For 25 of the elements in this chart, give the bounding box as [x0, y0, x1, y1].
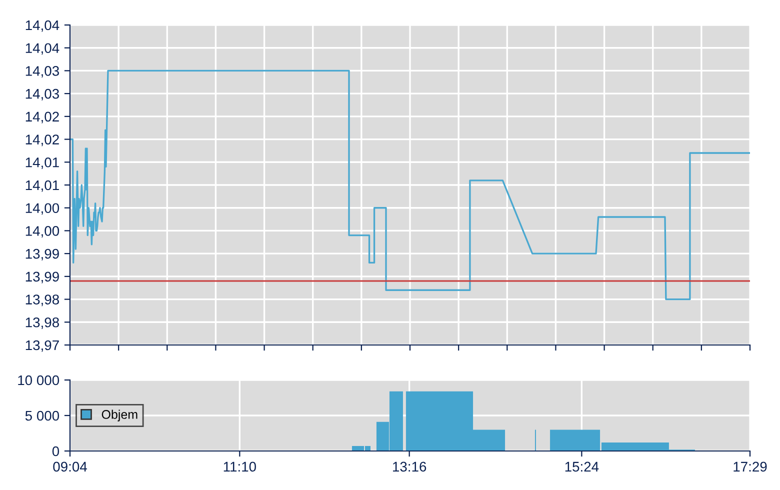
y-tick-label: 14,02	[26, 134, 59, 146]
y-tick-label: 13,99	[26, 248, 59, 260]
x-tick-label: 15:24	[565, 462, 599, 472]
y-tick-label: 14,01	[26, 180, 59, 192]
y-tick-label: 14,00	[26, 203, 60, 215]
line-series	[70, 70, 750, 300]
x-tick-label: 09:04	[53, 462, 87, 472]
y-tick-label: 14,03	[26, 66, 59, 78]
y-tick-label: 14,04	[26, 20, 60, 32]
y-tick-label: 13,98	[26, 294, 59, 306]
x-tick-label: 13:16	[393, 462, 426, 472]
x-tick-label: 17:29	[734, 462, 767, 472]
legend-label: Objem	[102, 410, 138, 422]
x-tick-label: 11:10	[224, 462, 256, 472]
y-tick-label: 0	[52, 446, 60, 456]
y-tick-label: 14,02	[26, 112, 59, 124]
y-tick-label: 13,97	[26, 340, 59, 352]
y-tick-label: 13,98	[26, 317, 59, 329]
y-tick-label: 14,00	[26, 226, 60, 238]
y-tick-label: 10 000	[18, 375, 60, 386]
y-tick-label: 5 000	[25, 410, 60, 421]
y-tick-label: 14,04	[26, 43, 60, 55]
y-tick-label: 13,99	[26, 272, 59, 284]
y-tick-label: 14,01	[26, 157, 59, 169]
y-tick-label: 14,03	[26, 88, 59, 100]
